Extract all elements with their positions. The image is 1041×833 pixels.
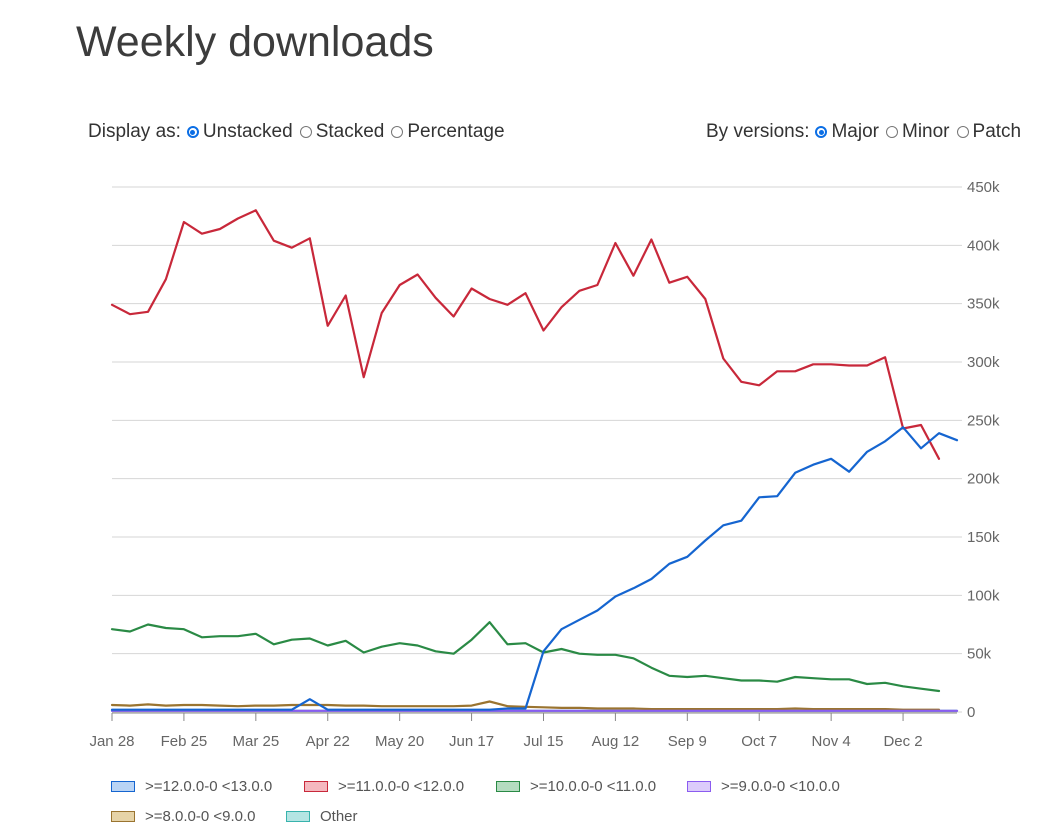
- versions-minor-option[interactable]: Minor: [886, 121, 950, 143]
- unstacked-radio[interactable]: [186, 126, 199, 138]
- major-radio[interactable]: [815, 126, 828, 138]
- y-tick-label: 350k: [967, 296, 1000, 313]
- display-as-group: Display as: Unstacked Stacked Percentage: [88, 121, 512, 143]
- patch-radio[interactable]: [956, 126, 969, 138]
- series-line-v12: [110, 426, 959, 711]
- legend-swatch: [111, 781, 135, 792]
- x-tick-label: May 20: [375, 733, 424, 750]
- y-tick-label: 150k: [967, 529, 1000, 546]
- x-tick-label: Aug 12: [592, 733, 640, 750]
- x-tick-label: Feb 25: [161, 733, 208, 750]
- percentage-label: Percentage: [407, 121, 505, 142]
- x-tick-label: Apr 22: [306, 733, 350, 750]
- legend-swatch: [286, 811, 310, 822]
- legend-swatch: [111, 811, 135, 822]
- unstacked-label: Unstacked: [202, 121, 293, 142]
- y-tick-label: 0: [967, 704, 975, 721]
- legend-label: >=8.0.0-0 <9.0.0: [145, 808, 256, 825]
- series-line-v11: [110, 209, 941, 460]
- series-line-v10: [110, 621, 941, 693]
- by-versions-group: By versions: Major Minor Patch: [706, 121, 1028, 143]
- legend-label: Other: [320, 808, 358, 825]
- legend-swatch: [687, 781, 711, 792]
- x-tick-label: Jun 17: [449, 733, 494, 750]
- major-label: Major: [831, 121, 879, 142]
- y-tick-label: 450k: [967, 179, 1000, 196]
- x-tick-label: Jul 15: [523, 733, 563, 750]
- legend-item[interactable]: >=12.0.0-0 <13.0.0: [111, 778, 272, 795]
- chart-controls: Display as: Unstacked Stacked Percentage…: [0, 121, 1041, 147]
- patch-label: Patch: [972, 121, 1022, 142]
- legend-item[interactable]: >=9.0.0-0 <10.0.0: [687, 778, 840, 795]
- y-tick-label: 100k: [967, 587, 1000, 604]
- y-tick-label: 400k: [967, 237, 1000, 254]
- display-as-label: Display as:: [88, 121, 181, 142]
- display-stacked-option[interactable]: Stacked: [299, 121, 385, 143]
- stacked-radio[interactable]: [299, 126, 312, 138]
- minor-radio[interactable]: [886, 126, 898, 138]
- display-unstacked-option[interactable]: Unstacked: [186, 121, 293, 143]
- percentage-radio[interactable]: [391, 126, 404, 138]
- legend-label: >=12.0.0-0 <13.0.0: [145, 778, 273, 795]
- y-tick-label: 50k: [967, 646, 992, 663]
- page-title: Weekly downloads: [76, 18, 434, 66]
- x-tick-label: Nov 4: [812, 733, 851, 750]
- versions-major-option[interactable]: Major: [815, 121, 879, 143]
- downloads-line-chart: 0 50k 100k 150k 200k 250k 300k 350k 400k 450k Jan …: [89, 179, 1000, 750]
- x-tick-label: Oct 7: [741, 733, 777, 750]
- legend-label: >=11.0.0-0 <12.0.0: [338, 778, 465, 795]
- versions-patch-option[interactable]: Patch: [956, 121, 1022, 143]
- legend-label: >=10.0.0-0 <11.0.0: [530, 778, 657, 795]
- legend-item[interactable]: Other: [286, 808, 358, 825]
- legend-swatch: [304, 781, 328, 792]
- x-tick-label: Jan 28: [89, 733, 134, 750]
- legend-item[interactable]: >=11.0.0-0 <12.0.0: [304, 778, 464, 795]
- x-tick-label: Dec 2: [883, 733, 922, 750]
- by-versions-label: By versions:: [706, 121, 810, 142]
- legend-item[interactable]: >=8.0.0-0 <9.0.0: [111, 808, 256, 825]
- x-tick-label: Mar 25: [232, 733, 279, 750]
- y-tick-label: 300k: [967, 354, 1000, 371]
- minor-label: Minor: [902, 121, 950, 142]
- x-tick-label: Sep 9: [668, 733, 707, 750]
- legend-label: >=9.0.0-0 <10.0.0: [721, 778, 840, 795]
- stacked-label: Stacked: [315, 121, 385, 142]
- y-tick-label: 250k: [967, 412, 1000, 429]
- y-tick-label: 200k: [967, 471, 1000, 488]
- legend-swatch: [496, 781, 520, 792]
- legend-item[interactable]: >=10.0.0-0 <11.0.0: [496, 778, 656, 795]
- display-percentage-option[interactable]: Percentage: [391, 121, 505, 143]
